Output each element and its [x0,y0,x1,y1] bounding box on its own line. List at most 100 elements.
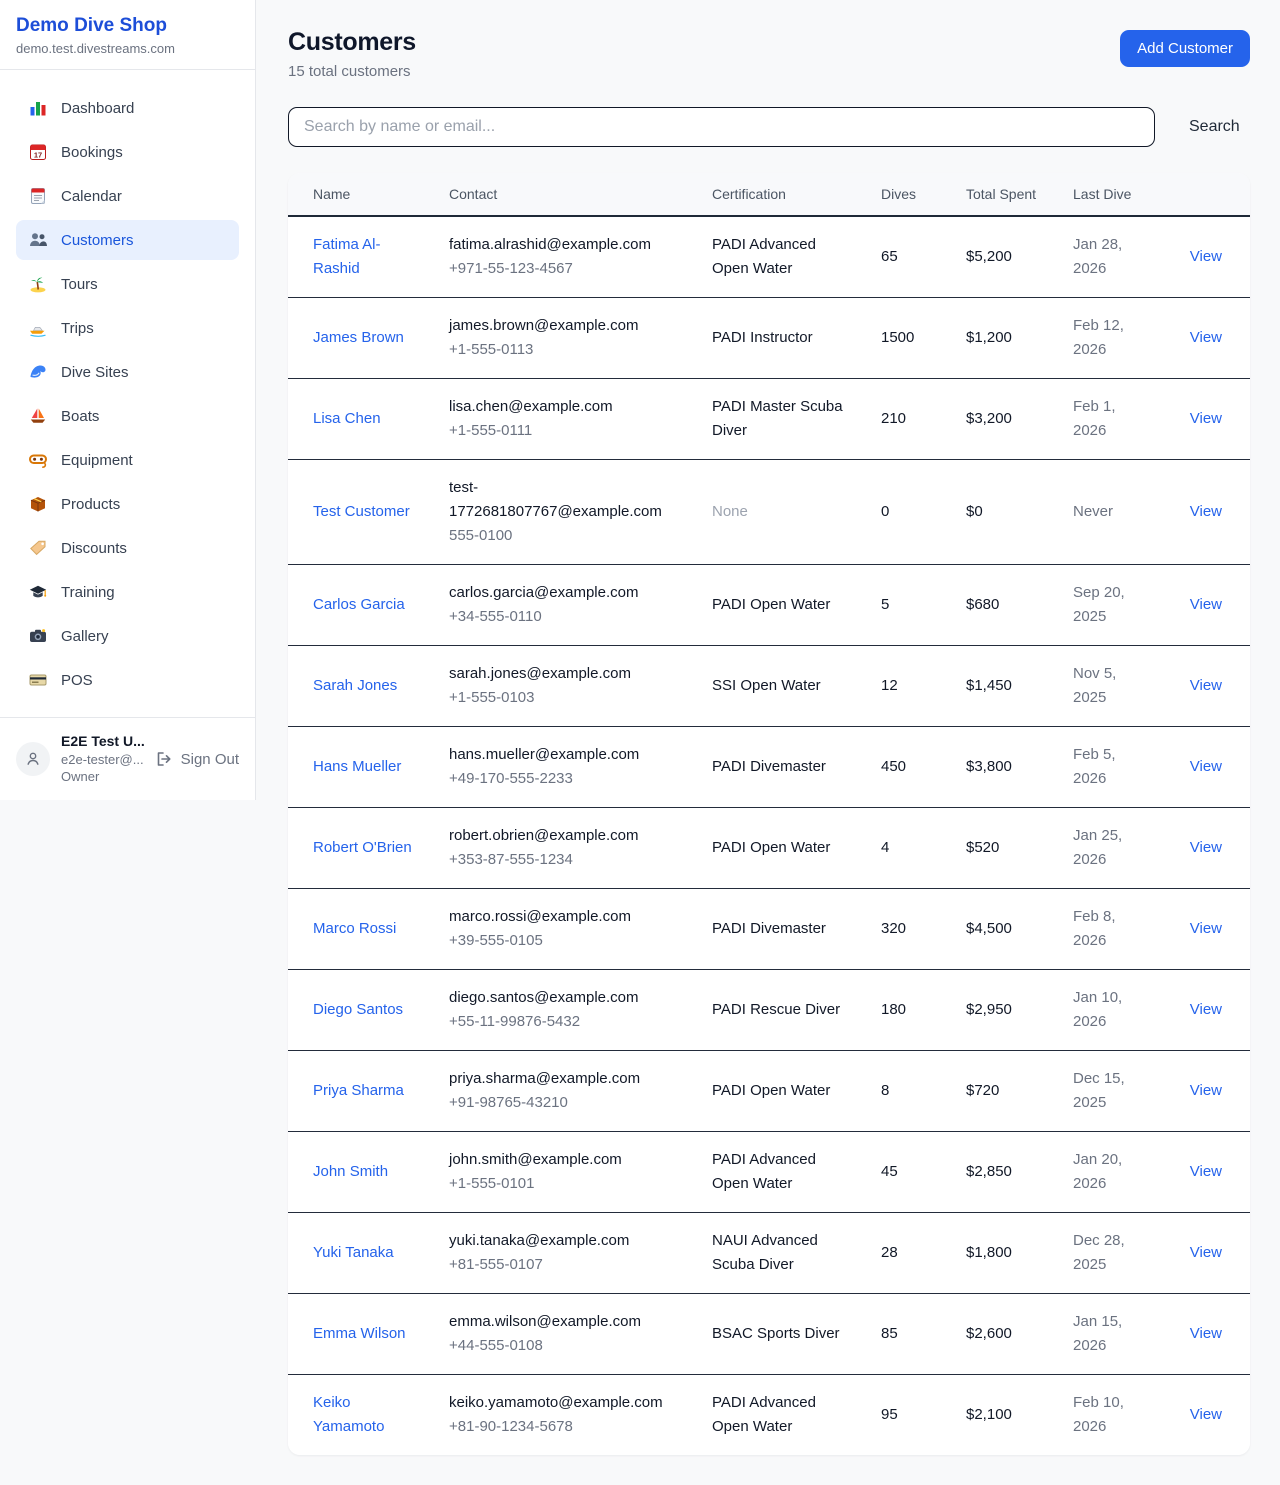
view-link[interactable]: View [1189,1001,1222,1019]
customer-certification: NAUI Advanced Scuba Diver [696,1212,865,1295]
customer-dives: 8 [865,1050,950,1133]
table-row: Hans Mueller hans.mueller@example.com +4… [288,726,1250,809]
view-link[interactable]: View [1189,1163,1222,1181]
view-link[interactable]: View [1189,1406,1222,1424]
customer-certification: PADI Open Water [696,807,865,890]
customer-last-dive: Jan 20, 2026 [1057,1131,1152,1214]
search-input[interactable] [288,107,1155,147]
customer-count: 15 total customers [288,63,411,80]
view-link[interactable]: View [1189,410,1222,428]
sidebar-item-label: Bookings [61,143,123,161]
view-link[interactable]: View [1189,248,1222,266]
customer-dives: 0 [865,459,950,566]
customer-last-dive: Never [1057,459,1152,566]
customer-certification: None [696,459,865,566]
customer-name-link[interactable]: Emma Wilson [313,1325,406,1343]
column-header-certification: Certification [696,173,865,218]
customer-contact: marco.rossi@example.com +39-555-0105 [433,888,696,971]
sidebar-item-tours[interactable]: Tours [16,264,239,304]
view-link[interactable]: View [1189,329,1222,347]
customer-total-spent: $680 [950,564,1057,647]
customer-last-dive: Dec 28, 2025 [1057,1212,1152,1295]
customer-phone: +353-87-555-1234 [449,851,573,869]
user-name: E2E Test U... [61,733,145,750]
customer-name-link[interactable]: John Smith [313,1163,389,1181]
customer-dives: 85 [865,1293,950,1376]
customer-email: lisa.chen@example.com [449,398,613,416]
table-row: Test Customer test-1772681807767@example… [288,459,1250,566]
customer-email: diego.santos@example.com [449,989,639,1007]
customer-last-dive: Jan 15, 2026 [1057,1293,1152,1376]
customer-name-link[interactable]: James Brown [313,329,404,347]
column-header-total-spent: Total Spent [950,173,1057,218]
view-link[interactable]: View [1189,1082,1222,1100]
customer-name-link[interactable]: Lisa Chen [313,410,381,428]
customer-email: james.brown@example.com [449,317,639,335]
sidebar-item-calendar[interactable]: Calendar [16,176,239,216]
customers-table-card: Name Contact Certification Dives Total S… [288,173,1250,1456]
table-row: Yuki Tanaka yuki.tanaka@example.com +81-… [288,1212,1250,1295]
add-customer-button[interactable]: Add Customer [1120,30,1250,67]
customer-dives: 45 [865,1131,950,1214]
customer-name-link[interactable]: Sarah Jones [313,677,398,695]
customer-name-link[interactable]: Fatima Al-Rashid [313,236,381,278]
sign-out-button[interactable]: Sign Out [154,749,239,769]
sidebar-item-bookings[interactable]: 17 Bookings [16,132,239,172]
customer-total-spent: $2,850 [950,1131,1057,1214]
sidebar-item-trips[interactable]: Trips [16,308,239,348]
customer-name-link[interactable]: Robert O'Brien [313,839,412,857]
customer-name-link[interactable]: Marco Rossi [313,920,397,938]
view-link[interactable]: View [1189,503,1222,521]
column-header-actions [1152,173,1250,218]
sidebar-item-discounts[interactable]: Discounts [16,528,239,568]
search-row: Search [288,107,1280,147]
sidebar-item-dashboard[interactable]: Dashboard [16,88,239,128]
brand-domain: demo.test.divestreams.com [16,41,175,56]
table-row: Lisa Chen lisa.chen@example.com +1-555-0… [288,378,1250,461]
sidebar-item-pos[interactable]: POS [16,660,239,700]
customer-total-spent: $0 [950,459,1057,566]
customer-name-link[interactable]: Yuki Tanaka [313,1244,394,1262]
search-button[interactable]: Search [1183,117,1246,137]
view-link[interactable]: View [1189,920,1222,938]
sidebar-item-label: Trips [61,319,94,337]
sidebar-item-products[interactable]: Products [16,484,239,524]
customer-name-link[interactable]: Hans Mueller [313,758,402,776]
view-link[interactable]: View [1189,596,1222,614]
view-link[interactable]: View [1189,758,1222,776]
customer-email: priya.sharma@example.com [449,1070,641,1088]
customer-name-link[interactable]: Test Customer [313,503,410,521]
sidebar-item-boats[interactable]: Boats [16,396,239,436]
customer-name-link[interactable]: Carlos Garcia [313,596,405,614]
credit-card-icon [28,670,48,690]
customer-total-spent: $4,500 [950,888,1057,971]
customer-last-dive: Jan 25, 2026 [1057,807,1152,890]
tag-icon [28,538,48,558]
table-row: Fatima Al-Rashid fatima.alrashid@example… [288,216,1250,299]
sidebar-item-equipment[interactable]: Equipment [16,440,239,480]
customer-total-spent: $3,200 [950,378,1057,461]
table-row: Carlos Garcia carlos.garcia@example.com … [288,564,1250,647]
sidebar-item-gallery[interactable]: Gallery [16,616,239,656]
sidebar-item-customers[interactable]: Customers [16,220,239,260]
view-link[interactable]: View [1189,677,1222,695]
customer-dives: 4 [865,807,950,890]
customer-name-link[interactable]: Keiko Yamamoto [313,1394,385,1436]
customer-email: yuki.tanaka@example.com [449,1232,630,1250]
island-icon [28,274,48,294]
customer-name-link[interactable]: Priya Sharma [313,1082,404,1100]
customer-name-link[interactable]: Diego Santos [313,1001,404,1019]
view-link[interactable]: View [1189,1244,1222,1262]
customer-contact: diego.santos@example.com +55-11-99876-54… [433,969,696,1052]
main-content: Customers 15 total customers Add Custome… [256,0,1280,1479]
sidebar-item-dive-sites[interactable]: Dive Sites [16,352,239,392]
calendar-bookings-icon: 17 [28,142,48,162]
customer-certification: PADI Divemaster [696,888,865,971]
view-link[interactable]: View [1189,839,1222,857]
person-icon [27,752,39,765]
sidebar-item-training[interactable]: Training [16,572,239,612]
view-link[interactable]: View [1189,1325,1222,1343]
table-row: Robert O'Brien robert.obrien@example.com… [288,807,1250,890]
sidebar-item-label: Training [61,583,115,601]
sidebar-item-label: Calendar [61,187,122,205]
